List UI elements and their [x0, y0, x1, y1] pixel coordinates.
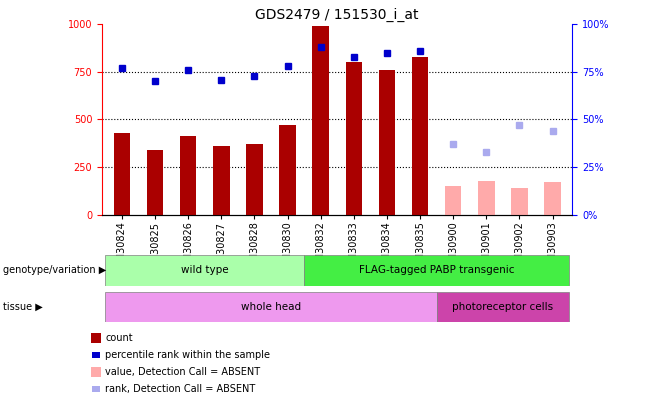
- Bar: [105, 255, 304, 286]
- Bar: [345, 62, 362, 215]
- Text: value, Detection Call = ABSENT: value, Detection Call = ABSENT: [105, 367, 261, 377]
- Bar: [246, 144, 263, 215]
- Text: FLAG-tagged PABP transgenic: FLAG-tagged PABP transgenic: [359, 265, 515, 275]
- Bar: [279, 125, 296, 215]
- Bar: [437, 292, 569, 322]
- Bar: [544, 182, 561, 215]
- Text: percentile rank within the sample: percentile rank within the sample: [105, 350, 270, 360]
- Text: whole head: whole head: [241, 302, 301, 312]
- Text: rank, Detection Call = ABSENT: rank, Detection Call = ABSENT: [105, 384, 255, 394]
- Text: count: count: [105, 333, 133, 343]
- Bar: [378, 70, 395, 215]
- Bar: [105, 292, 437, 322]
- Bar: [511, 188, 528, 215]
- Bar: [445, 186, 461, 215]
- Text: photoreceptor cells: photoreceptor cells: [452, 302, 553, 312]
- Title: GDS2479 / 151530_i_at: GDS2479 / 151530_i_at: [255, 8, 419, 22]
- Text: tissue ▶: tissue ▶: [3, 302, 43, 312]
- Bar: [412, 57, 428, 215]
- Bar: [180, 136, 197, 215]
- Bar: [147, 150, 163, 215]
- Bar: [304, 255, 569, 286]
- Bar: [114, 133, 130, 215]
- Bar: [313, 26, 329, 215]
- Text: wild type: wild type: [181, 265, 228, 275]
- Bar: [213, 146, 230, 215]
- Bar: [478, 181, 495, 215]
- Text: genotype/variation ▶: genotype/variation ▶: [3, 265, 107, 275]
